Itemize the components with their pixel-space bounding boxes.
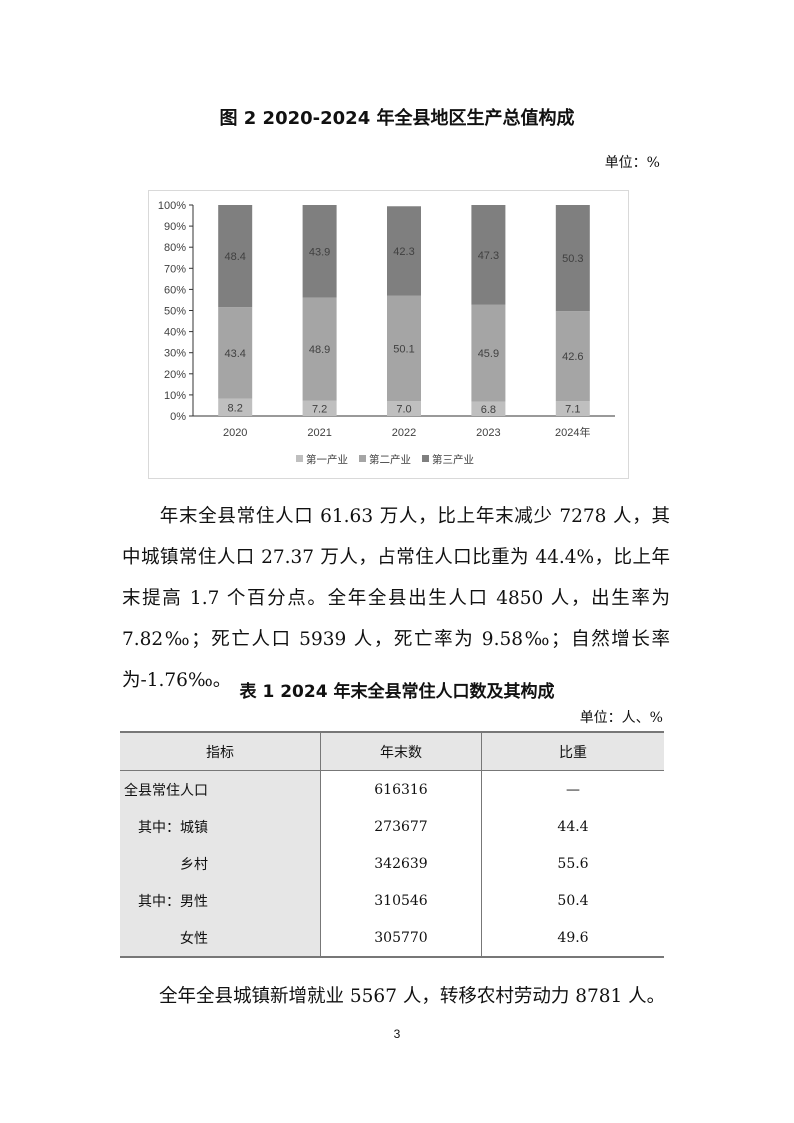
header-indicator: 指标 xyxy=(120,732,321,771)
table-cell: 305770 xyxy=(320,919,482,957)
data-label: 42.3 xyxy=(393,246,414,258)
data-label: 45.9 xyxy=(478,348,499,360)
bar-segment xyxy=(555,311,590,402)
data-label: 7.2 xyxy=(312,403,327,415)
legend-swatch xyxy=(359,455,366,462)
page-number: 3 xyxy=(393,1027,401,1041)
data-label: 50.3 xyxy=(562,253,583,265)
table-cell: 310546 xyxy=(320,882,482,919)
legend-label: 第一产业 xyxy=(306,453,348,466)
table-header-row: 指标 年末数 比重 xyxy=(120,732,664,771)
data-label: 42.6 xyxy=(562,351,583,363)
table-cell: — xyxy=(481,770,664,808)
bar-segment xyxy=(218,398,253,416)
bar-segment xyxy=(387,206,421,296)
y-tick-label: 70% xyxy=(164,263,186,275)
bar-segment xyxy=(302,297,337,401)
table-cell: 其中：城镇 xyxy=(120,808,321,845)
data-label: 47.3 xyxy=(478,250,499,262)
table-cell: 616316 xyxy=(320,770,482,808)
y-tick-label: 80% xyxy=(164,242,186,254)
x-tick-label: 2020 xyxy=(223,427,247,439)
paragraph-population: 年末全县常住人口 61.63 万人，比上年末减少 7278 人，其中城镇常住人口… xyxy=(122,496,670,701)
table-row: 其中：城镇 273677 44.4 xyxy=(120,808,664,845)
data-label: 43.4 xyxy=(224,348,245,360)
legend-swatch xyxy=(422,455,429,462)
data-label: 7.0 xyxy=(396,404,411,416)
x-tick-label: 2023 xyxy=(476,427,500,439)
table-row: 全县常住人口 616316— xyxy=(120,770,664,808)
bar-segment xyxy=(471,304,506,402)
y-tick-label: 10% xyxy=(164,390,186,402)
bar-segment xyxy=(555,205,590,312)
table-cell: 55.6 xyxy=(481,845,664,882)
x-tick-label: 2022 xyxy=(392,427,416,439)
table-unit: 单位：人、% xyxy=(579,710,663,726)
legend-swatch xyxy=(296,455,303,462)
bar-segment xyxy=(387,401,421,416)
y-tick-label: 30% xyxy=(164,348,186,360)
y-tick-label: 60% xyxy=(164,284,186,296)
x-tick-label: 2024年 xyxy=(555,425,590,439)
table-row: 女性 305770 49.6 xyxy=(120,919,664,957)
data-label: 48.4 xyxy=(224,251,245,263)
data-label: 6.8 xyxy=(481,404,496,416)
table-cell: 273677 xyxy=(320,808,482,845)
table-cell: 其中：男性 xyxy=(120,882,321,919)
header-year-end: 年末数 xyxy=(320,732,482,771)
data-label: 43.9 xyxy=(309,246,330,258)
bar-segment xyxy=(387,295,421,402)
data-label: 48.9 xyxy=(309,344,330,356)
paragraph-employment: 全年全县城镇新增就业 5567 人，转移农村劳动力 8781 人。 xyxy=(122,976,670,1017)
table-cell: 全县常住人口 xyxy=(120,770,321,808)
table-cell: 342639 xyxy=(320,845,482,882)
x-tick-label: 2021 xyxy=(307,427,331,439)
bar-segment xyxy=(471,205,506,305)
table-title: 表 1 2024 年末全县常住人口数及其构成 xyxy=(239,682,555,702)
table-row: 乡村 342639 55.6 xyxy=(120,845,664,882)
y-tick-label: 20% xyxy=(164,369,186,381)
y-tick-label: 100% xyxy=(158,200,186,212)
table-cell: 49.6 xyxy=(481,919,664,957)
data-label: 8.2 xyxy=(228,402,243,414)
table-cell: 50.4 xyxy=(481,882,664,919)
figure-unit: 单位：% xyxy=(604,155,660,171)
legend-label: 第二产业 xyxy=(369,453,411,466)
stacked-bar-chart: 0% 10% 20% 30% 40% 50% 60% 70% 80% 90% 100% 8.2 43.4… xyxy=(148,190,629,479)
paragraph-text: 全年全县城镇新增就业 5567 人，转移农村劳动力 8781 人。 xyxy=(159,986,666,1007)
bar-segment xyxy=(471,401,506,416)
table-cell: 女性 xyxy=(120,919,321,957)
paragraph-text: 年末全县常住人口 61.63 万人，比上年末减少 7278 人，其中城镇常住人口… xyxy=(122,506,670,691)
y-tick-label: 50% xyxy=(164,306,186,318)
table-row: 其中：男性 310546 50.4 xyxy=(120,882,664,919)
y-tick-label: 40% xyxy=(164,327,186,339)
legend-label: 第三产业 xyxy=(432,453,474,466)
population-table: 指标 年末数 比重 全县常住人口 616316— 其中：城镇 273677 44.4 … xyxy=(120,731,664,958)
y-tick-label: 90% xyxy=(164,221,186,233)
table-cell: 乡村 xyxy=(120,845,321,882)
bar-segment xyxy=(218,205,253,308)
header-share: 比重 xyxy=(481,732,664,771)
bar-segment xyxy=(302,205,337,298)
bar-segment xyxy=(218,307,253,399)
data-label: 50.1 xyxy=(393,343,414,355)
data-label: 7.1 xyxy=(565,404,580,416)
bar-segment xyxy=(555,401,590,416)
figure-title: 图 2 2020-2024 年全县地区生产总值构成 xyxy=(219,108,575,129)
table-cell: 44.4 xyxy=(481,808,664,845)
y-tick-label: 0% xyxy=(170,411,186,423)
bar-segment xyxy=(302,400,337,416)
